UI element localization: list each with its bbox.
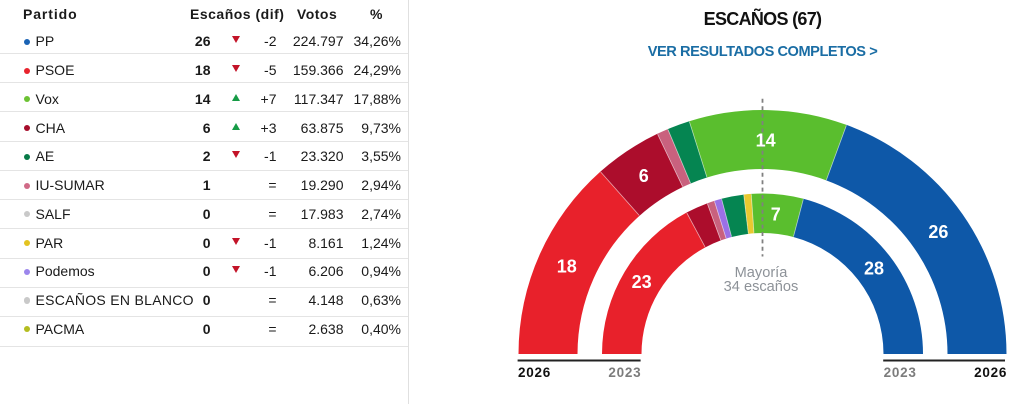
svg-text:23: 23 <box>632 272 652 292</box>
svg-text:26: 26 <box>928 222 948 242</box>
svg-text:14: 14 <box>756 131 776 151</box>
svg-text:28: 28 <box>864 259 884 279</box>
svg-text:6: 6 <box>639 166 649 186</box>
svg-text:18: 18 <box>557 257 577 277</box>
svg-text:7: 7 <box>771 204 781 224</box>
